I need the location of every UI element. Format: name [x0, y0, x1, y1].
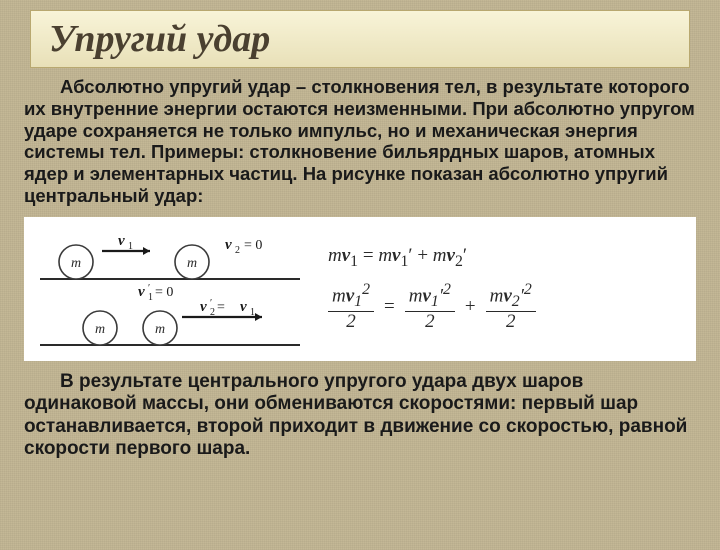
svg-text:= 0: = 0: [244, 238, 262, 253]
paragraph-conclusion: В результате центрального упругого удара…: [24, 371, 696, 461]
svg-text:v: v: [138, 284, 145, 300]
svg-text:m: m: [187, 256, 197, 271]
momentum-equation: mv1 = mv1′ + mv2′: [328, 245, 680, 271]
svg-text:v: v: [118, 233, 125, 249]
svg-text:= 0: = 0: [155, 285, 173, 300]
page-title: Упругий удар: [49, 17, 671, 61]
diagram-panel: m v 1 m v 2 = 0 v 1 ′ = 0 m m v 2 ′ =: [24, 217, 696, 361]
svg-text:m: m: [155, 322, 165, 337]
svg-text:=: =: [217, 300, 225, 315]
svg-text:m: m: [95, 322, 105, 337]
paragraph-intro: Абсолютно упругий удар – столкновения те…: [24, 76, 696, 207]
svg-text:2: 2: [235, 245, 240, 256]
equations-block: mv1 = mv1′ + mv2′ mv12 2 = mv1′2 2 + mv2…: [328, 245, 680, 332]
svg-text:v: v: [225, 237, 232, 253]
svg-text:v: v: [200, 299, 207, 315]
title-box: Упругий удар: [30, 10, 690, 68]
collision-diagram: m v 1 m v 2 = 0 v 1 ′ = 0 m m v 2 ′ =: [40, 229, 300, 349]
mass-label: m: [71, 256, 81, 271]
svg-text:′: ′: [148, 283, 150, 294]
svg-text:′: ′: [210, 298, 212, 309]
svg-text:v: v: [240, 299, 247, 315]
energy-equation: mv12 2 = mv1′2 2 + mv2′2 2: [328, 281, 680, 332]
